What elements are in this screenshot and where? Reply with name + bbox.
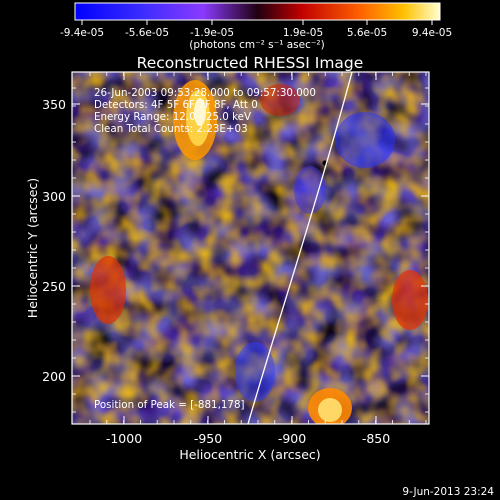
- x-tick-label: -1000: [106, 431, 142, 446]
- y-axis-label: Heliocentric Y (arcsec): [25, 178, 40, 318]
- colorbar: [74, 2, 441, 21]
- x-axis: -1000 -950 -900 -850: [89, 72, 427, 446]
- image-title: Reconstructed RHESSI Image: [137, 54, 364, 72]
- colorbar-tick-label: -9.4e-05: [60, 27, 104, 39]
- y-tick-label: 350: [42, 97, 66, 112]
- detectors: Detectors: 4F 5F 6F 7F 8F, Att 0: [94, 99, 258, 111]
- colorbar-tick-label: 5.6e-05: [347, 27, 387, 39]
- colorbar-tick-label: -1.9e-05: [190, 27, 234, 39]
- y-tick-label: 300: [42, 189, 66, 204]
- timestamp: 9-Jun-2013 23:24: [402, 486, 494, 498]
- x-tick-label: -850: [362, 431, 390, 446]
- peak-position: Position of Peak = [-881,178]: [94, 399, 245, 411]
- colorbar-tick-labels: -9.4e-05 -5.6e-05 -1.9e-05 1.9e-05 5.6e-05 9.…: [60, 27, 452, 39]
- clean-counts: Clean Total Counts: 2.23E+03: [94, 123, 248, 135]
- colorbar-units: (photons cm⁻² s⁻¹ asec⁻²): [189, 39, 324, 51]
- image-info: 26-Jun-2003 09:53:28.000 to 09:57:30.000…: [94, 87, 316, 411]
- colorbar-tick-label: 1.9e-05: [283, 27, 323, 39]
- plot-frame: [71, 71, 430, 425]
- x-tick-label: -900: [278, 431, 306, 446]
- time-range: 26-Jun-2003 09:53:28.000 to 09:57:30.000: [94, 87, 316, 99]
- y-tick-label: 250: [42, 279, 66, 294]
- y-axis: 200 250 300 350: [42, 87, 429, 413]
- y-tick-label: 200: [42, 369, 66, 384]
- solar-limb: [247, 72, 353, 424]
- colorbar-tick-label: 9.4e-05: [412, 27, 452, 39]
- energy-range: Energy Range: 12.0 - 25.0 keV: [94, 111, 251, 123]
- rhessi-map: [72, 72, 429, 424]
- colorbar-ticks: [81, 20, 433, 25]
- x-axis-label: Heliocentric X (arcsec): [179, 447, 320, 462]
- colorbar-tick-label: -5.6e-05: [125, 27, 169, 39]
- x-tick-label: -950: [194, 431, 222, 446]
